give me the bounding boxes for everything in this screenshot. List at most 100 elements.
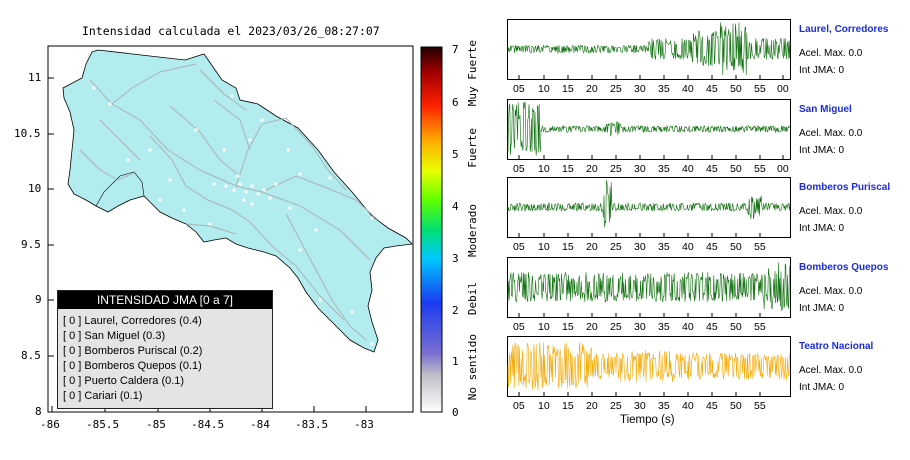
legend-level: [ 0 ] — [63, 330, 82, 342]
wave-tick-label: 00 — [777, 163, 789, 175]
station-accel: Acel. Max. 0.0 — [799, 365, 863, 376]
wave-tick-label: 20 — [586, 400, 598, 412]
station-name: Bomberos Quepos — [799, 262, 889, 273]
wave-tick-label: 15 — [562, 163, 574, 175]
wave-tick-label: 45 — [706, 321, 718, 333]
wave-tick-label: 15 — [562, 400, 574, 412]
wave-tick-label: 40 — [682, 321, 694, 333]
wave-tick-label: 45 — [706, 241, 718, 253]
wave-tick-label: 25 — [610, 400, 622, 412]
waveform-trace — [507, 101, 791, 156]
station-name: Teatro Nacional — [799, 341, 874, 352]
wave-tick-label: 30 — [634, 241, 646, 253]
station-accel: Acel. Max. 0.0 — [799, 128, 863, 139]
wave-tick-label: 45 — [706, 83, 718, 95]
scale-number: 4 — [452, 200, 459, 213]
wave-tick-label: 45 — [706, 163, 718, 175]
intensity-color-scale — [420, 46, 443, 413]
wave-tick-label: 50 — [730, 241, 742, 253]
wave-tick-label: 55 — [754, 400, 766, 412]
wave-tick-label: 50 — [730, 83, 742, 95]
wave-tick-label: 10 — [538, 400, 550, 412]
wave-tick-label: 35 — [658, 83, 670, 95]
wave-tick-label: 25 — [610, 163, 622, 175]
wave-tick-label: 25 — [610, 83, 622, 95]
intensity-legend: INTENSIDAD JMA [0 a 7] [ 0 ] Laurel, Cor… — [57, 290, 273, 409]
legend-level: [ 0 ] — [63, 345, 82, 357]
station-jma: Int JMA: 0 — [799, 303, 845, 314]
wave-tick-label: 20 — [586, 83, 598, 95]
legend-station: Bomberos Puriscal (0.2) — [84, 345, 203, 357]
wave-tick-label: 40 — [682, 241, 694, 253]
wave-tick-label: 40 — [682, 83, 694, 95]
legend-level: [ 0 ] — [63, 390, 82, 402]
y-tick-label: 10 — [28, 182, 42, 195]
station-name: Bomberos Puriscal — [799, 182, 891, 193]
legend-station: San Miguel (0.3) — [84, 330, 166, 342]
station-accel: Acel. Max. 0.0 — [799, 206, 863, 217]
station-jma: Int JMA: 0 — [799, 382, 845, 393]
wave-tick-label: 35 — [658, 241, 670, 253]
wave-tick-label: 10 — [538, 83, 550, 95]
legend-row: [ 0 ] Bomberos Puriscal (0.2) — [63, 345, 202, 357]
wave-tick-label: 45 — [706, 400, 718, 412]
wave-tick-label: 40 — [682, 400, 694, 412]
legend-row: [ 0 ] Puerto Caldera (0.1) — [63, 375, 184, 387]
wave-tick-label: 20 — [586, 241, 598, 253]
map-title: Intensidad calculada el 2023/03/26_08:27… — [82, 24, 380, 38]
wave-tick-label: 05 — [513, 83, 525, 95]
wave-tick-label: 30 — [634, 163, 646, 175]
wave-tick-label: 50 — [730, 163, 742, 175]
scale-label-muy-fuerte: Muy Fuerte — [466, 40, 479, 107]
legend-title: INTENSIDAD JMA [0 a 7] — [58, 291, 272, 309]
wave-tick-label: 30 — [634, 83, 646, 95]
wave-tick-label: 10 — [538, 241, 550, 253]
wave-tick-label: 15 — [562, 83, 574, 95]
station-jma: Int JMA: 0 — [799, 145, 845, 156]
scale-label-debil: Debil — [466, 282, 479, 316]
station-jma: Int JMA: 0 — [799, 65, 845, 76]
legend-level: [ 0 ] — [63, 375, 82, 387]
wave-tick-label: 35 — [658, 163, 670, 175]
legend-station: Laurel, Corredores (0.4) — [84, 315, 202, 327]
wave-tick-label: 20 — [586, 321, 598, 333]
y-tick-label: 9.5 — [21, 238, 41, 251]
station-name: Laurel, Corredores — [799, 24, 889, 35]
legend-level: [ 0 ] — [63, 360, 82, 372]
waveform-plot — [507, 177, 791, 238]
legend-row: [ 0 ] Bomberos Quepos (0.1) — [63, 360, 202, 372]
wave-tick-label: 15 — [562, 321, 574, 333]
y-tick-label: 10.5 — [14, 127, 41, 140]
wave-tick-label: 40 — [682, 163, 694, 175]
scale-number: 0 — [452, 406, 459, 419]
station-accel: Acel. Max. 0.0 — [799, 48, 863, 59]
legend-row: [ 0 ] San Miguel (0.3) — [63, 330, 165, 342]
waveform-trace — [507, 180, 791, 228]
wave-tick-label: 10 — [538, 321, 550, 333]
wave-tick-label: 05 — [513, 163, 525, 175]
x-tick-label: -83 — [354, 418, 374, 431]
waveform-plot — [507, 257, 791, 318]
legend-station: Puerto Caldera (0.1) — [84, 375, 185, 387]
y-tick-label: 9 — [35, 293, 42, 306]
waveform-trace — [507, 22, 791, 76]
x-tick-label: -85 — [146, 418, 166, 431]
x-tick-label: -84.5 — [191, 418, 225, 431]
legend-station: Bomberos Quepos (0.1) — [84, 360, 202, 372]
wave-tick-label: 25 — [610, 241, 622, 253]
scale-number: 6 — [452, 96, 459, 109]
scale-label-fuerte: Fuerte — [466, 128, 479, 168]
wave-tick-label: 35 — [658, 400, 670, 412]
y-tick-label: 8 — [35, 405, 42, 418]
time-axis-label: Tiempo (s) — [620, 414, 675, 426]
wave-tick-label: 35 — [658, 321, 670, 333]
x-tick-label: -86 — [40, 418, 60, 431]
y-tick-label: 11 — [28, 71, 42, 84]
station-name: San Miguel — [799, 104, 852, 115]
wave-tick-label: 50 — [730, 321, 742, 333]
legend-row: [ 0 ] Laurel, Corredores (0.4) — [63, 315, 202, 327]
waveform-plot — [507, 19, 791, 80]
wave-tick-label: 50 — [730, 400, 742, 412]
wave-tick-label: 55 — [754, 321, 766, 333]
x-tick-label: -84 — [250, 418, 270, 431]
